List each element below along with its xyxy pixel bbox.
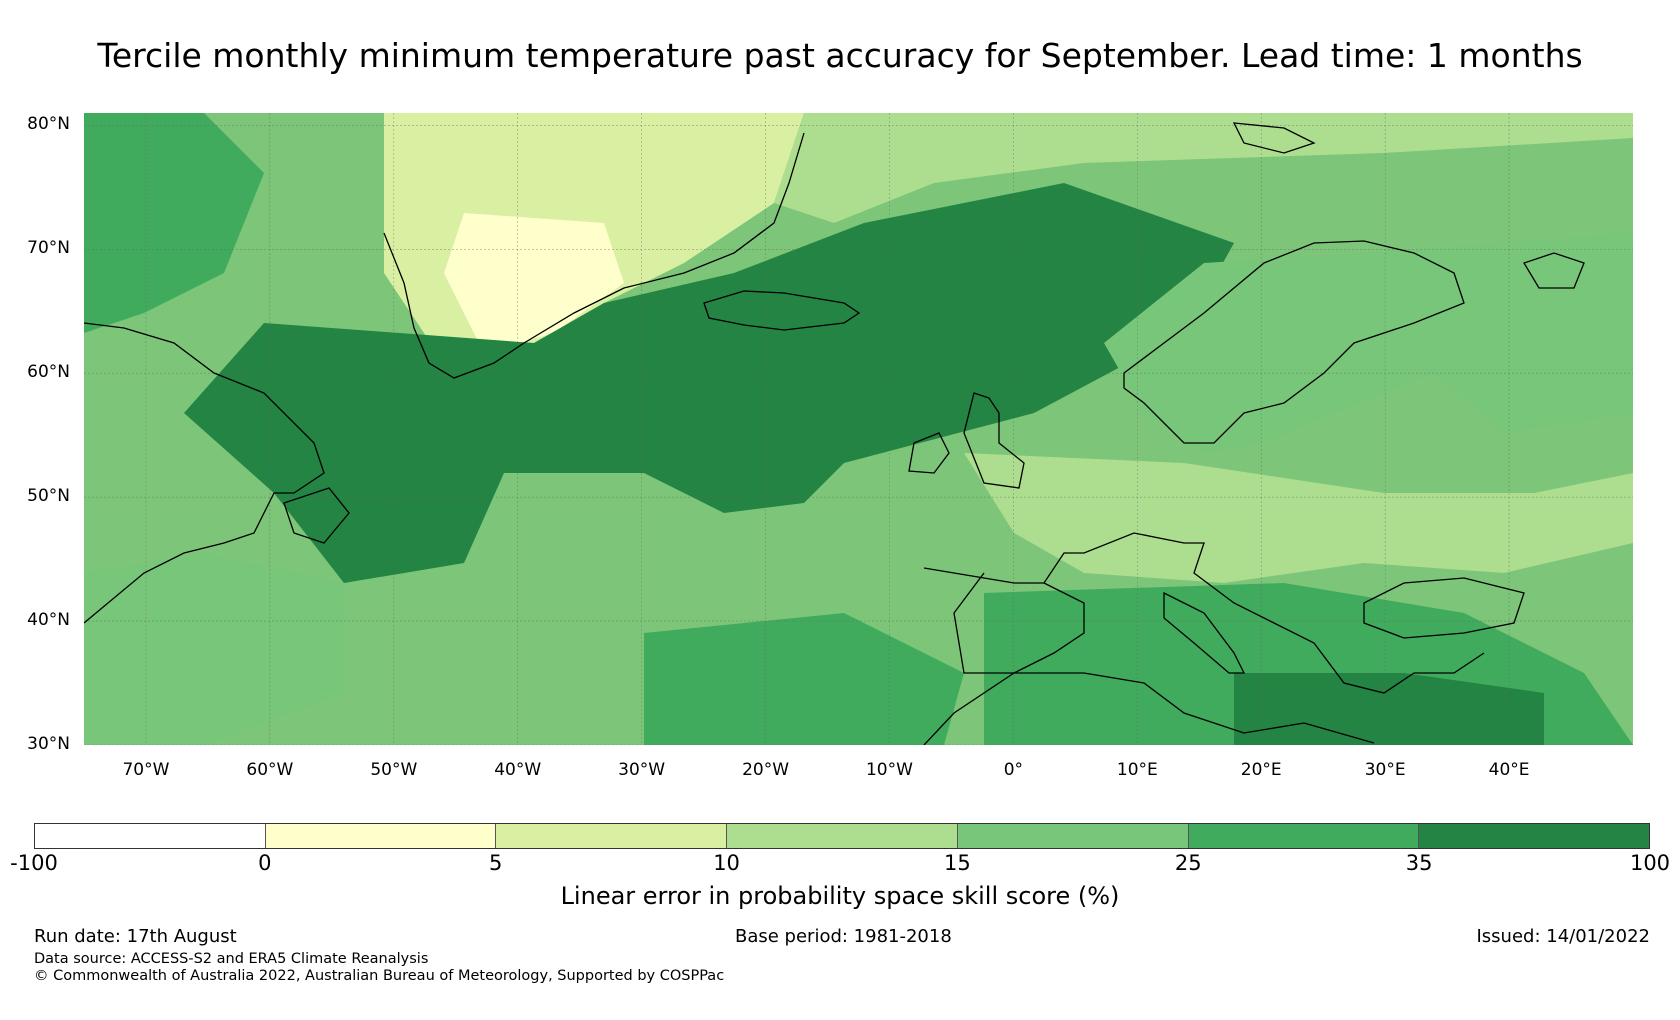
zone-eastern-med xyxy=(1234,673,1544,745)
lon-label: 50°W xyxy=(370,760,418,780)
lon-label: 40°W xyxy=(494,760,542,780)
colorbar-tick-label: 35 xyxy=(1405,851,1433,875)
issued-date: Issued: 14/01/2022 xyxy=(1476,926,1650,947)
graticule xyxy=(84,113,1633,745)
colorbar-tick-label: 25 xyxy=(1174,851,1202,875)
zone-sw-atlantic xyxy=(84,553,344,745)
iceland-coast xyxy=(703,290,861,331)
zone-scandinavia xyxy=(1104,253,1464,453)
lon-label: 20°E xyxy=(1240,760,1282,780)
lon-label: 40°E xyxy=(1488,760,1530,780)
colorbar-tick-label: -100 xyxy=(10,851,58,875)
lat-label: 60°N xyxy=(27,362,70,383)
newfoundland-coast xyxy=(283,487,350,544)
iberia-coast xyxy=(953,572,1085,674)
colorbar-segment xyxy=(265,824,497,848)
colorbar-tick-label: 10 xyxy=(713,851,740,875)
lat-label: 70°N xyxy=(27,238,70,259)
skill-score-map xyxy=(84,113,1633,745)
lon-label: 10°W xyxy=(865,760,913,780)
colorbar-segment xyxy=(496,824,728,848)
lon-label: 0° xyxy=(1003,760,1024,780)
lon-label: 10°E xyxy=(1116,760,1158,780)
lon-label: 20°W xyxy=(742,760,790,780)
colorbar-tick-label: 15 xyxy=(944,851,971,875)
chart-title: Tercile monthly minimum temperature past… xyxy=(97,36,1583,75)
labrador-coast xyxy=(84,322,325,624)
coastlines xyxy=(84,122,1585,745)
zone-arctic-ocean xyxy=(774,113,1633,223)
lat-label: 50°N xyxy=(27,486,70,507)
zone-north-atlantic-high xyxy=(184,183,1234,583)
greenland-coast xyxy=(383,132,805,379)
lon-label: 60°W xyxy=(246,760,294,780)
italy-coast xyxy=(1163,591,1246,674)
skill-zones xyxy=(84,113,1633,745)
scandinavia-coast xyxy=(1123,240,1465,444)
data-source: Data source: ACCESS-S2 and ERA5 Climate … xyxy=(34,951,429,967)
africa-coast xyxy=(923,672,1375,745)
colorbar-tick-label: 0 xyxy=(258,851,272,875)
lat-label: 40°N xyxy=(27,610,70,631)
svalbard-coast xyxy=(1232,122,1316,154)
colorbar-segment xyxy=(727,824,958,848)
colorbar-label: Linear error in probability space skill … xyxy=(560,882,1120,910)
colorbar-tick-label: 100 xyxy=(1629,851,1671,875)
uk-coast xyxy=(963,392,1025,489)
colorbar xyxy=(34,823,1650,849)
lon-label: 70°W xyxy=(122,760,170,780)
zone-greenland-lowest xyxy=(444,213,624,353)
copyright: © Commonwealth of Australia 2022, Austra… xyxy=(34,968,725,984)
colorbar-tick-label: 5 xyxy=(489,851,503,875)
lat-label: 80°N xyxy=(27,114,70,135)
colorbar-segment xyxy=(35,824,266,848)
colorbar-segment xyxy=(1419,824,1650,848)
colorbar-segment xyxy=(1188,824,1420,848)
black-sea-coast xyxy=(1363,577,1525,639)
novaya-zemlya-coast xyxy=(1523,252,1585,289)
zone-canada-west xyxy=(84,113,264,333)
lon-label: 30°W xyxy=(618,760,666,780)
base-period: Base period: 1981-2018 xyxy=(735,926,952,947)
lat-label: 30°N xyxy=(27,734,70,754)
colorbar-segment xyxy=(957,824,1189,848)
zone-europe-low xyxy=(964,453,1633,583)
run-date: Run date: 17th August xyxy=(34,926,237,947)
europe-coast xyxy=(923,532,1485,694)
lon-label: 30°E xyxy=(1364,760,1406,780)
zone-subtropical-atlantic xyxy=(644,613,964,745)
zone-russia xyxy=(1364,233,1633,433)
ireland-coast xyxy=(908,432,950,474)
